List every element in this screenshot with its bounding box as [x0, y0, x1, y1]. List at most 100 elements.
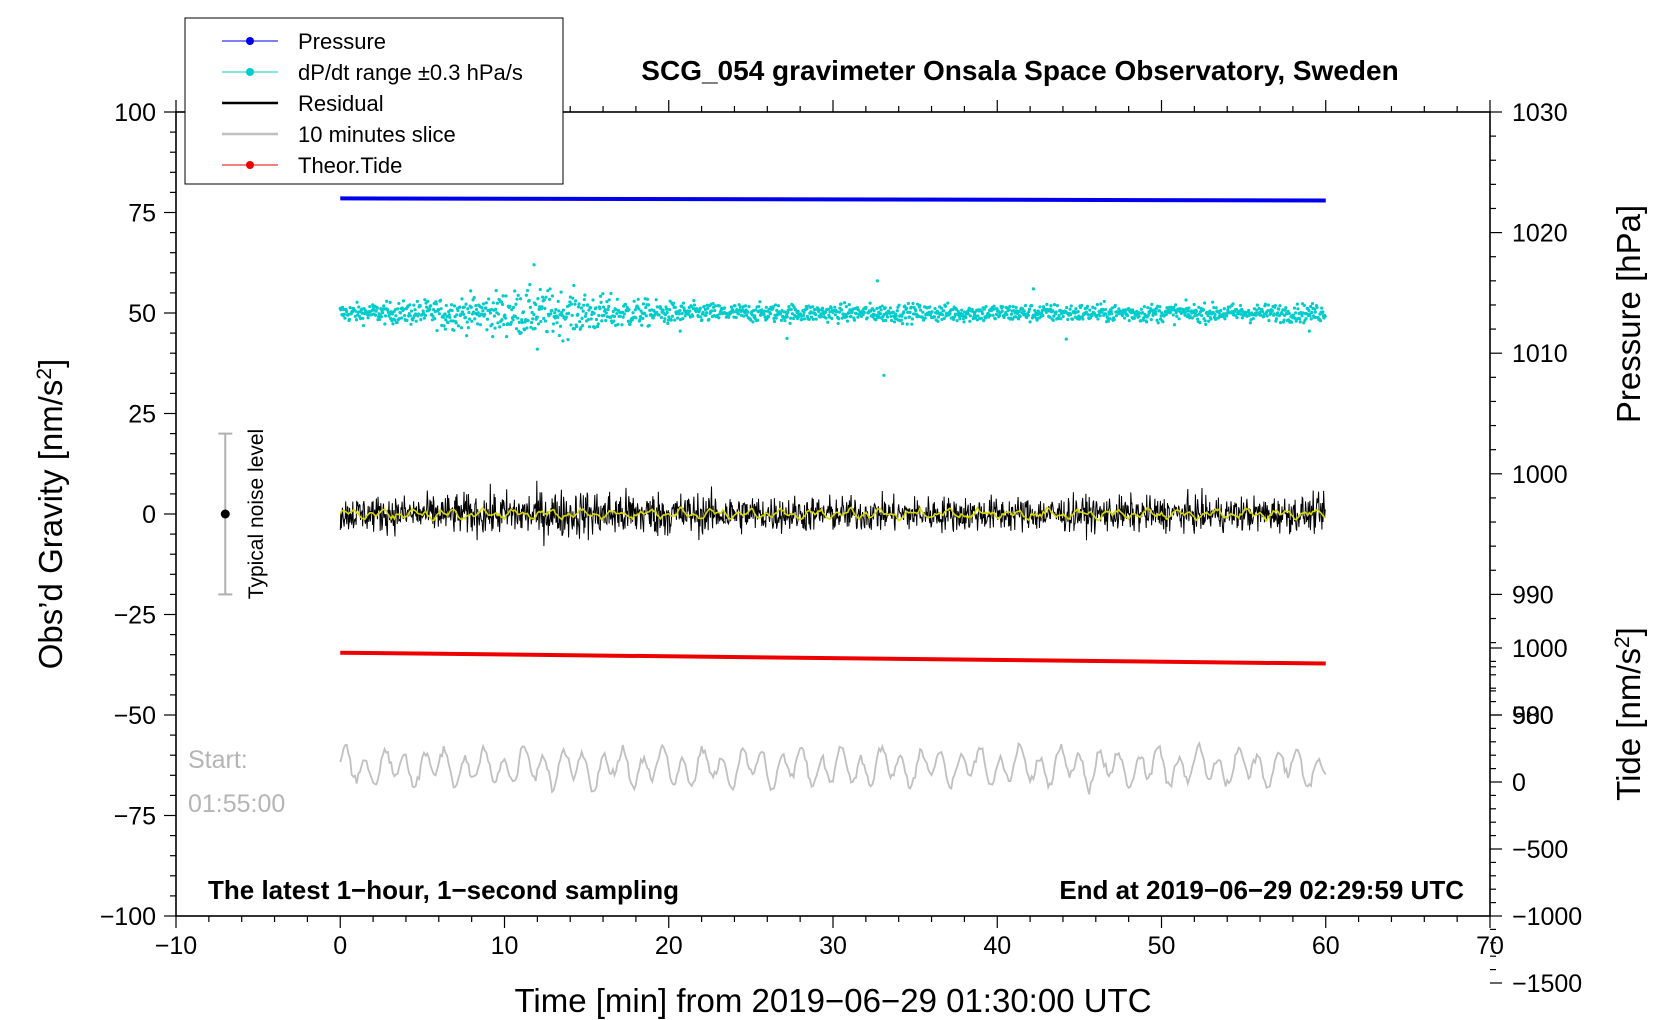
dpdt-point: [903, 304, 907, 308]
dpdt-point: [1280, 312, 1284, 316]
dpdt-point: [1213, 313, 1217, 317]
dpdt-point: [603, 308, 607, 312]
dpdt-point: [554, 308, 558, 312]
dpdt-point: [942, 316, 946, 321]
dpdt-point: [447, 313, 451, 317]
dpdt-point: [837, 310, 841, 314]
dpdt-point: [1257, 306, 1261, 311]
dpdt-point: [827, 315, 832, 319]
dpdt-point: [640, 323, 644, 327]
dpdt-point: [484, 306, 488, 310]
dpdt-point: [488, 311, 492, 315]
dpdt-point: [968, 319, 972, 323]
y-tick-label: 0: [142, 501, 156, 529]
dpdt-point: [1028, 320, 1032, 324]
dpdt-point: [1313, 310, 1317, 314]
dpdt-point: [1278, 304, 1282, 308]
legend-box: [184, 17, 564, 185]
dpdt-point: [839, 302, 843, 306]
dpdt-point: [429, 304, 433, 308]
dpdt-point: [1196, 317, 1200, 321]
dpdt-point: [1167, 308, 1171, 312]
dpdt-point: [536, 322, 541, 326]
dpdt-point: [1274, 317, 1279, 321]
dpdt-point: [621, 315, 625, 319]
dpdt-point: [762, 309, 767, 313]
dpdt-point: [1292, 306, 1297, 310]
dpdt-point: [1069, 304, 1073, 308]
dpdt-point: [476, 311, 480, 315]
dpdt-point: [470, 319, 474, 323]
dpdt-point: [1016, 317, 1021, 321]
dpdt-point: [1056, 316, 1061, 321]
dpdt-point: [472, 296, 476, 300]
dpdt-point: [345, 309, 349, 314]
dpdt-point: [680, 304, 684, 308]
x-tick-label: −10: [155, 932, 197, 960]
dpdt-point: [651, 316, 655, 320]
dpdt-point: [855, 306, 859, 310]
dpdt-point: [966, 312, 970, 316]
pressure-tick-label: 1010: [1512, 340, 1568, 368]
dpdt-point: [361, 316, 365, 320]
dpdt-point: [764, 305, 768, 309]
dpdt-point: [1057, 314, 1061, 318]
dpdt-point: [1131, 308, 1135, 312]
dpdt-point: [1174, 303, 1178, 307]
dpdt-point: [601, 292, 605, 296]
dpdt-point: [774, 316, 778, 320]
end-time-note: End at 2019−06−29 02:29:59 UTC: [1059, 875, 1464, 905]
dpdt-point: [589, 306, 593, 310]
dpdt-point: [533, 326, 537, 331]
dpdt-point: [1095, 303, 1099, 307]
dpdt-point: [469, 289, 473, 293]
dpdt-point: [505, 334, 509, 339]
dpdt-point: [1101, 308, 1105, 312]
dpdt-point: [641, 302, 646, 306]
dpdt-point: [474, 303, 478, 308]
dpdt-point: [885, 315, 890, 319]
dpdt-point: [894, 314, 898, 318]
dpdt-point: [459, 326, 464, 330]
dpdt-point: [707, 317, 711, 322]
dpdt-point: [551, 322, 556, 326]
dpdt-point: [1211, 300, 1215, 304]
dpdt-point: [556, 315, 560, 319]
dpdt-point: [450, 308, 454, 313]
dpdt-point: [785, 336, 789, 340]
dpdt-point: [542, 298, 546, 302]
dpdt-point: [634, 316, 638, 320]
dpdt-point: [395, 320, 399, 325]
dpdt-point: [607, 304, 611, 309]
residual-smoothed-series: [339, 505, 1326, 523]
dpdt-point: [849, 314, 853, 318]
dpdt-point: [615, 297, 619, 301]
residual-series: [339, 480, 1326, 547]
dpdt-point: [343, 316, 347, 320]
dpdt-point: [1065, 305, 1069, 310]
dpdt-point: [638, 315, 643, 319]
dpdt-point: [637, 307, 641, 311]
dpdt-point: [1157, 309, 1161, 313]
dpdt-point: [516, 316, 520, 320]
dpdt-point: [464, 302, 468, 306]
dpdt-point: [807, 317, 811, 322]
dpdt-point: [510, 308, 514, 312]
dpdt-point: [1049, 304, 1053, 308]
dpdt-point: [594, 306, 598, 310]
dpdt-point: [768, 312, 772, 316]
dpdt-point: [1051, 309, 1055, 313]
dpdt-point: [1259, 313, 1263, 317]
dpdt-point: [1234, 307, 1239, 312]
y-axis-label-pressure: Pressure [hPa]: [1610, 205, 1647, 423]
dpdt-point: [955, 319, 959, 323]
dpdt-point: [445, 314, 449, 319]
dpdt-point: [678, 329, 682, 333]
dpdt-point: [1201, 308, 1206, 312]
dpdt-point: [960, 308, 964, 312]
dpdt-point: [731, 308, 735, 312]
dpdt-point: [632, 299, 636, 303]
dpdt-point: [758, 300, 762, 304]
dpdt-point: [409, 322, 413, 326]
dpdt-point: [713, 304, 717, 308]
